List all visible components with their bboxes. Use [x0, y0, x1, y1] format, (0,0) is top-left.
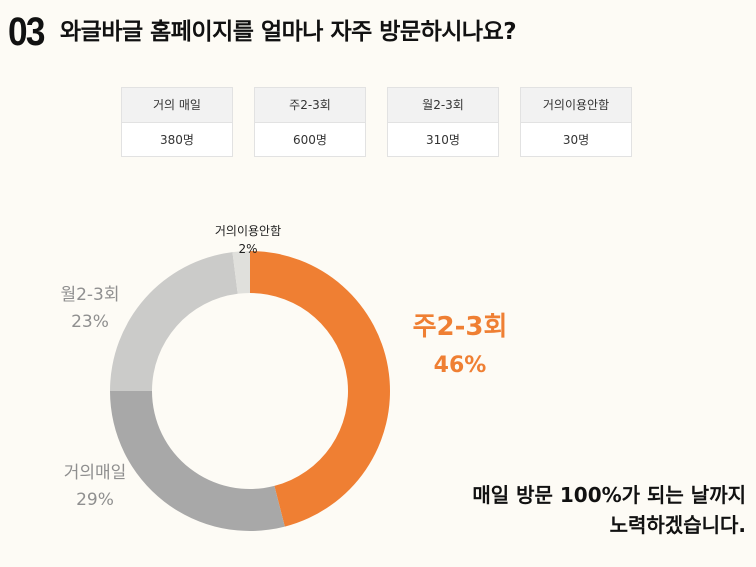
donut-slice-rarely	[232, 251, 250, 294]
card-value: 600명	[293, 133, 327, 147]
question-header: 03 와글바글 홈페이지를 얼마나 자주 방문하시나요?	[8, 8, 517, 56]
closing-message: 매일 방문 100%가 되는 날까지 노력하겠습니다.	[472, 480, 746, 540]
card-label: 주2-3회	[255, 88, 365, 123]
slice-name: 거의이용안함	[214, 224, 282, 238]
card-label: 월2-3회	[388, 88, 498, 123]
slice-percent: 29%	[76, 489, 114, 510]
slice-label-weekly: 주2-3회 46%	[400, 310, 520, 381]
closing-line-2: 노력하겠습니다.	[609, 513, 746, 537]
card-label: 거의이용안함	[521, 88, 631, 123]
summary-card: 주2-3회 600명	[254, 87, 366, 157]
summary-card: 월2-3회 310명	[387, 87, 499, 157]
closing-line-1: 매일 방문 100%가 되는 날까지	[472, 483, 746, 507]
summary-card: 거의이용안함 30명	[520, 87, 632, 157]
card-value: 30명	[562, 133, 590, 147]
slice-label-rarely: 거의이용안함 2%	[188, 222, 308, 258]
donut-slice-weekly	[250, 251, 390, 527]
question-number: 03	[8, 10, 45, 54]
slice-percent: 23%	[71, 311, 109, 332]
slice-name: 월2-3회	[60, 285, 120, 305]
donut-slice-monthly	[110, 252, 238, 391]
slice-label-daily: 거의매일 29%	[40, 462, 150, 512]
donut-slice-daily	[109, 391, 285, 531]
slice-percent: 46%	[433, 353, 487, 379]
question-title: 와글바글 홈페이지를 얼마나 자주 방문하시나요?	[60, 19, 517, 45]
slice-label-monthly: 월2-3회 23%	[35, 284, 145, 334]
card-label: 거의 매일	[122, 88, 232, 123]
slice-name: 거의매일	[63, 463, 127, 483]
summary-card: 거의 매일 380명	[121, 87, 233, 157]
card-value: 310명	[426, 133, 460, 147]
slice-name: 주2-3회	[412, 312, 508, 342]
summary-cards: 거의 매일 380명 주2-3회 600명 월2-3회 310명 거의이용안함 …	[0, 87, 756, 162]
card-value: 380명	[160, 133, 194, 147]
slice-percent: 2%	[238, 242, 258, 256]
